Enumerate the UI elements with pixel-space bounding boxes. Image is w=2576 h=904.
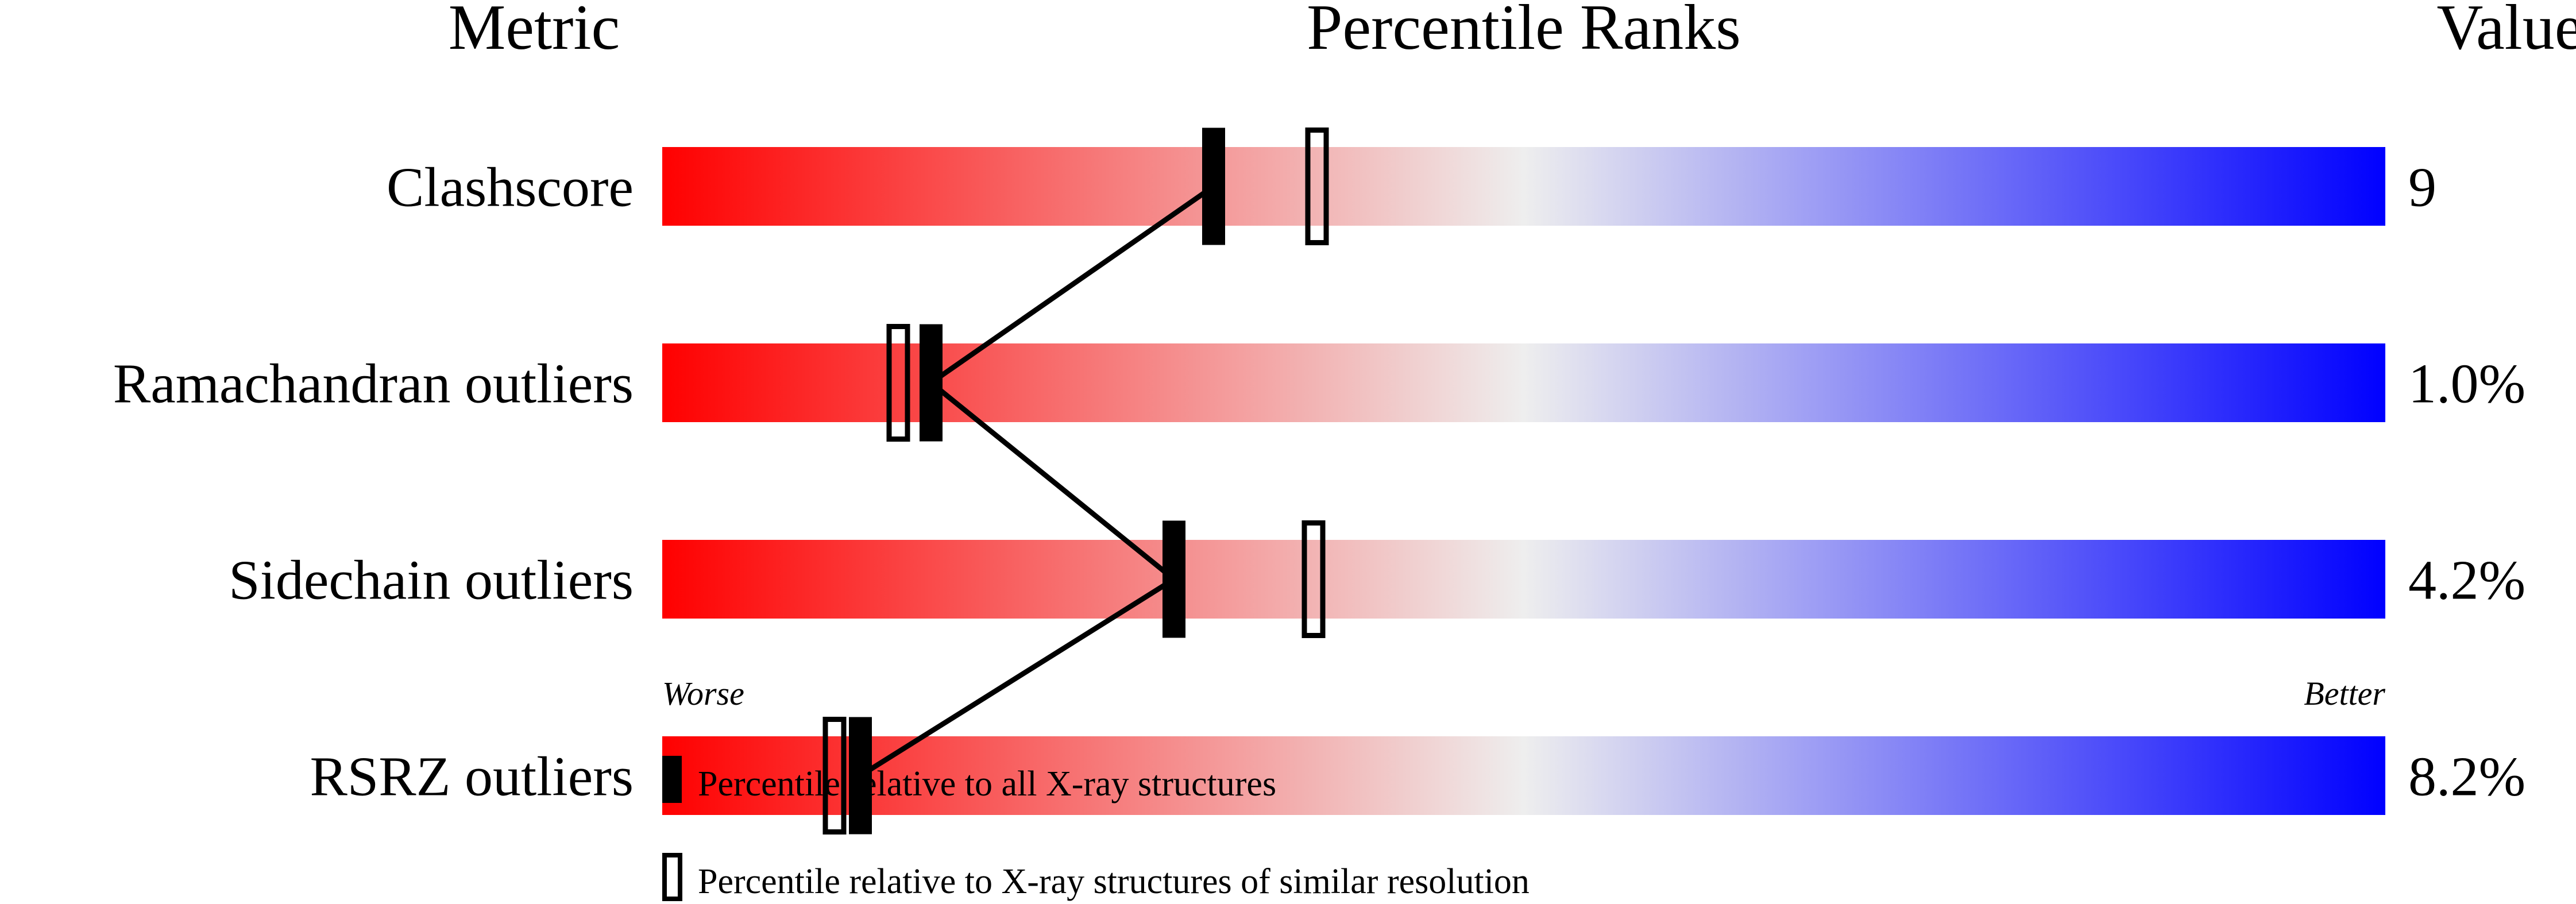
metric-value: 1.0% [2408, 353, 2525, 415]
legend-label-similar: Percentile relative to X-ray structures … [698, 862, 1530, 901]
all-structures-connector-line [859, 184, 1215, 778]
similar-resolution-percentile-marker [886, 324, 910, 442]
metric-value: 9 [2408, 157, 2436, 219]
similar-resolution-percentile-marker [1305, 128, 1329, 245]
legend-filled-marker [662, 756, 682, 803]
axis-label-better: Better [2304, 675, 2385, 712]
percentile-bar [662, 343, 2385, 422]
metric-label: Sidechain outliers [229, 550, 634, 612]
all-structures-percentile-marker [1163, 520, 1185, 638]
header-percentile-ranks: Percentile Ranks [1307, 0, 1741, 63]
header-metric: Metric [449, 0, 620, 63]
percentile-bar [662, 736, 2385, 815]
metric-label: Ramachandran outliers [113, 353, 634, 415]
similar-resolution-percentile-marker [822, 717, 847, 835]
legend-label-all: Percentile relative to all X-ray structu… [698, 764, 1276, 803]
metric-value: 8.2% [2408, 746, 2525, 808]
percentile-bar [662, 147, 2385, 226]
metric-label: Clashscore [387, 157, 634, 219]
similar-resolution-percentile-marker [1301, 520, 1326, 638]
all-structures-percentile-marker [849, 717, 872, 835]
metric-label: RSRZ outliers [310, 746, 634, 808]
all-structures-percentile-marker [1202, 128, 1225, 245]
all-structures-percentile-marker [920, 324, 943, 442]
legend-open-marker [662, 853, 682, 901]
metric-value: 4.2% [2408, 550, 2525, 612]
percentile-bar [662, 540, 2385, 619]
header-value: Value [2436, 0, 2576, 63]
axis-label-worse: Worse [662, 675, 744, 712]
